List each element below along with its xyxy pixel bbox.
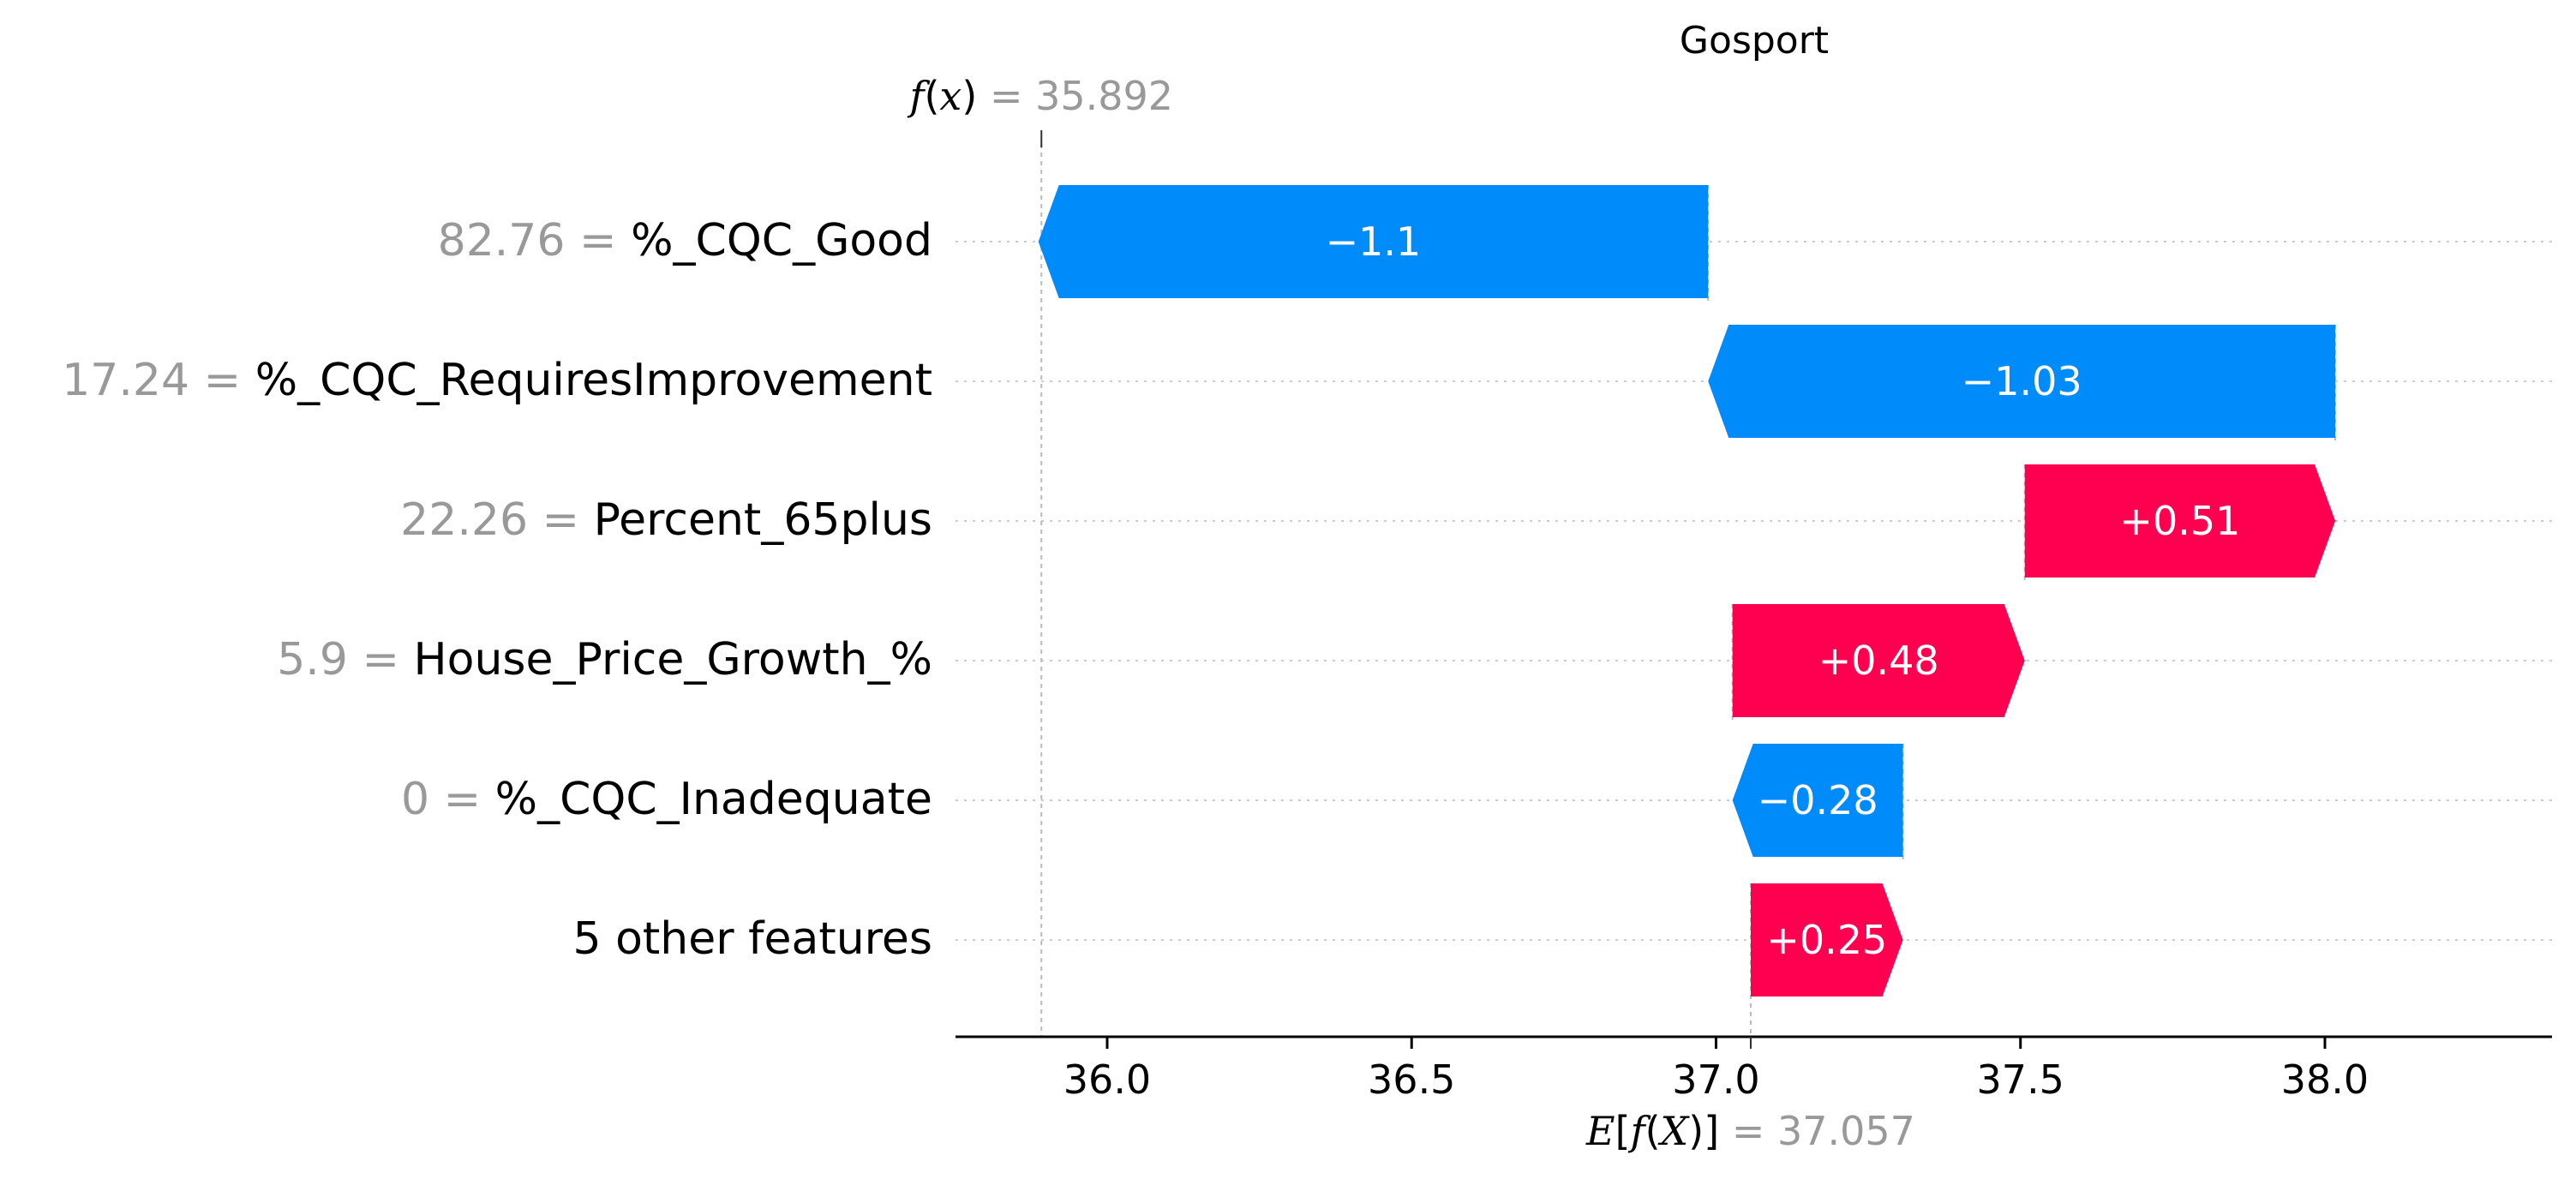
x-tick-label-1: 36.0 — [1063, 1056, 1151, 1103]
feature-labels: 82.76 = %_CQC_Good 17.24 = %_CQC_Requires… — [62, 215, 932, 965]
bar-value-label-6: +0.25 — [1766, 917, 1887, 963]
bar-value-label-4: +0.48 — [1818, 637, 1939, 684]
x-tick-label-4: 37.5 — [1977, 1056, 2064, 1103]
expected-value-annotation: E[f(X)] = 37.057 — [1585, 1108, 1915, 1154]
feature-label-2: 17.24 = %_CQC_RequiresImprovement — [62, 355, 932, 406]
feature-label-1: 82.76 = %_CQC_Good — [438, 215, 932, 266]
feature-label-6: 5 other features — [572, 913, 932, 965]
fx-label: f(x) = 35.892 — [907, 73, 1173, 119]
fx-annotation: f(x) = 35.892 — [907, 73, 1173, 119]
contribution-bars: −1.1 −1.03 +0.51 +0.48 −0.28 +0.25 — [1038, 185, 2336, 996]
bar-value-label-2: −1.03 — [1962, 358, 2082, 404]
chart-title: Gosport — [1680, 19, 1829, 63]
bar-1 — [1038, 185, 1709, 298]
bar-4 — [1732, 604, 2025, 717]
feature-label-3: 22.26 = Percent_65plus — [400, 494, 932, 546]
bar-value-label-3: +0.51 — [2119, 498, 2240, 544]
bar-value-label-5: −0.28 — [1758, 777, 1878, 823]
bar-2 — [1708, 325, 2336, 438]
bar-3 — [2024, 464, 2336, 578]
x-axis: 36.0 36.5 37.0 37.5 38.0 — [956, 1035, 2552, 1103]
bar-5 — [1732, 744, 1903, 857]
bar-6 — [1750, 883, 1903, 996]
bar-value-label-1: −1.1 — [1326, 218, 1422, 265]
x-tick-label-2: 36.5 — [1368, 1056, 1455, 1103]
feature-label-5: 0 = %_CQC_Inadequate — [401, 774, 932, 825]
feature-label-4: 5.9 = House_Price_Growth_% — [277, 634, 932, 685]
x-tick-label-5: 38.0 — [2281, 1056, 2369, 1103]
efx-label: E[f(X)] = 37.057 — [1585, 1108, 1915, 1154]
x-tick-label-3: 37.0 — [1672, 1056, 1759, 1103]
